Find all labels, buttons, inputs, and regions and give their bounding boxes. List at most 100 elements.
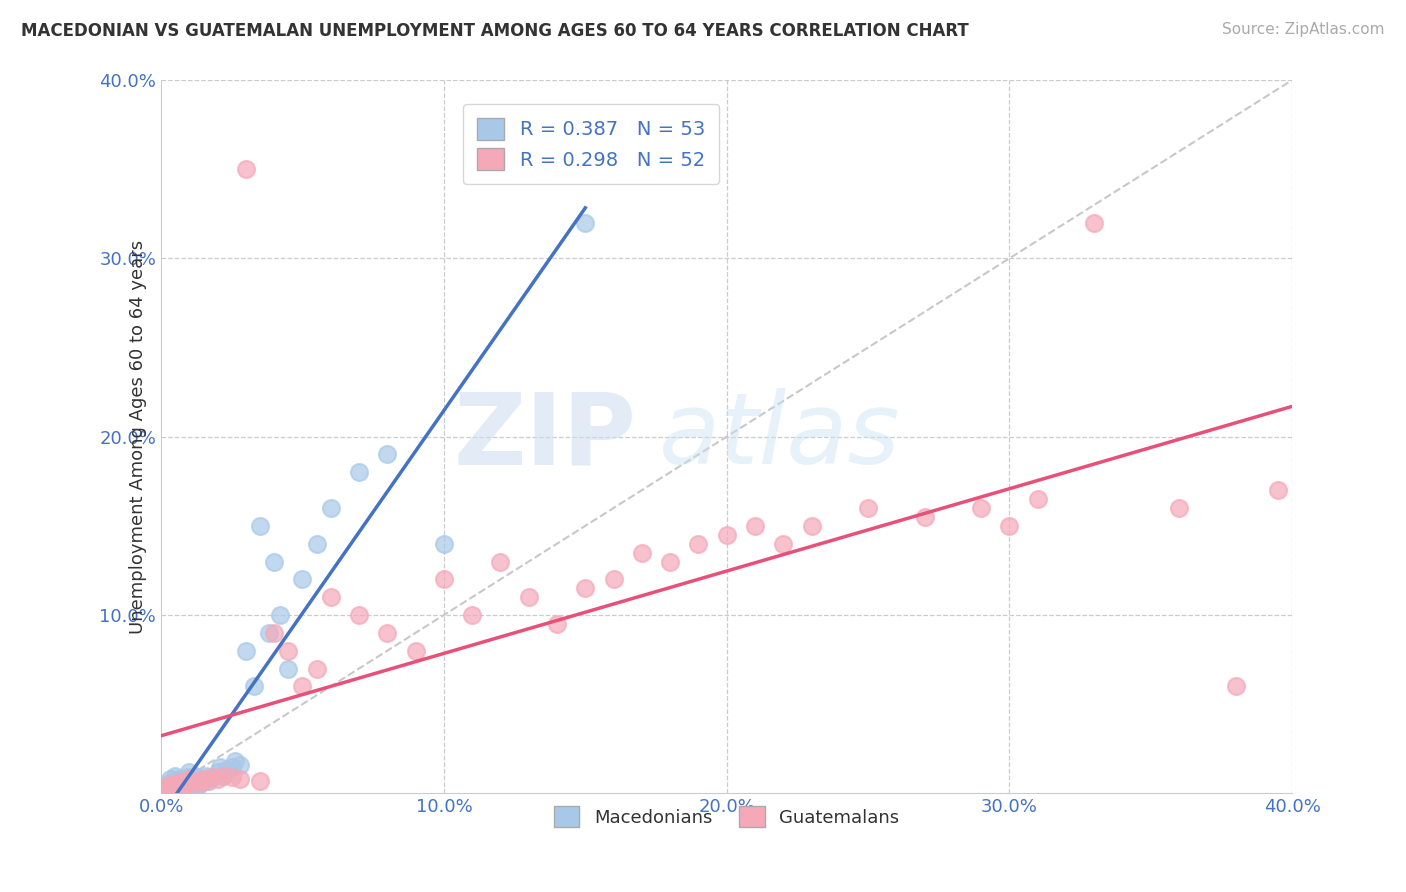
Point (433, 572, 456, 586)
Point (184, 777, 207, 791)
Point (170, 773, 193, 788)
Point (212, 768, 235, 782)
Point (207, 764, 229, 779)
Point (176, 777, 198, 791)
Point (277, 643, 299, 657)
Text: atlas: atlas (659, 388, 900, 485)
Point (263, 554, 285, 568)
Point (659, 554, 682, 568)
Point (347, 607, 370, 622)
Point (176, 777, 198, 791)
Legend: Macedonians, Guatemalans: Macedonians, Guatemalans (547, 799, 907, 834)
Point (193, 772, 215, 786)
Point (229, 757, 252, 772)
Point (744, 519, 766, 533)
Point (190, 775, 212, 789)
Point (375, 625, 398, 640)
Point (602, 572, 624, 586)
Point (165, 779, 187, 793)
Point (688, 536, 710, 550)
Text: ZIP: ZIP (453, 388, 636, 485)
Point (167, 772, 190, 786)
Point (1267, 483, 1289, 498)
Point (489, 554, 512, 568)
Point (170, 779, 193, 793)
Point (263, 625, 285, 640)
Point (305, 661, 328, 675)
Point (176, 770, 198, 784)
Point (207, 772, 229, 786)
Point (800, 519, 823, 533)
Point (179, 775, 201, 789)
Point (305, 536, 328, 550)
Point (574, 216, 596, 230)
Point (221, 770, 243, 784)
Point (209, 759, 232, 773)
Point (291, 572, 314, 586)
Point (159, 777, 181, 791)
Point (224, 754, 246, 768)
Point (173, 775, 195, 789)
Point (165, 768, 187, 782)
Point (1225, 679, 1247, 693)
Point (179, 779, 201, 793)
Point (179, 772, 201, 786)
Point (235, 643, 257, 657)
Point (249, 773, 271, 788)
Point (433, 536, 456, 550)
Point (405, 643, 427, 657)
Point (165, 779, 187, 793)
Point (517, 590, 540, 604)
Point (716, 527, 738, 541)
Point (221, 759, 243, 773)
Point (179, 775, 201, 789)
Text: Source: ZipAtlas.com: Source: ZipAtlas.com (1222, 22, 1385, 37)
Point (162, 780, 184, 795)
Point (257, 625, 280, 640)
Point (165, 773, 187, 788)
Point (156, 779, 179, 793)
Point (179, 780, 201, 795)
Point (167, 780, 190, 795)
Point (319, 501, 342, 516)
Point (291, 679, 314, 693)
Point (162, 777, 184, 791)
Point (215, 763, 238, 777)
Point (187, 773, 209, 788)
Point (162, 775, 184, 789)
Point (375, 448, 398, 462)
Point (170, 777, 193, 791)
Point (631, 545, 654, 559)
Point (179, 772, 201, 786)
Point (212, 768, 235, 782)
Point (269, 607, 291, 622)
Point (195, 773, 218, 788)
Point (249, 519, 271, 533)
Point (229, 772, 252, 786)
Point (198, 773, 221, 788)
Y-axis label: Unemployment Among Ages 60 to 64 years: Unemployment Among Ages 60 to 64 years (129, 240, 148, 633)
Point (165, 782, 187, 797)
Point (914, 510, 936, 524)
Point (998, 519, 1021, 533)
Point (461, 607, 484, 622)
Point (184, 768, 207, 782)
Point (235, 162, 257, 177)
Point (1026, 492, 1049, 507)
Point (167, 775, 190, 789)
Point (277, 661, 299, 675)
Point (195, 768, 218, 782)
Point (201, 770, 224, 784)
Point (173, 780, 195, 795)
Point (187, 779, 209, 793)
Point (167, 777, 190, 791)
Point (347, 466, 370, 480)
Point (546, 616, 568, 631)
Point (184, 773, 207, 788)
Point (243, 679, 266, 693)
Point (856, 501, 879, 516)
Point (193, 772, 215, 786)
Point (173, 773, 195, 788)
Point (159, 772, 181, 786)
Point (201, 770, 224, 784)
